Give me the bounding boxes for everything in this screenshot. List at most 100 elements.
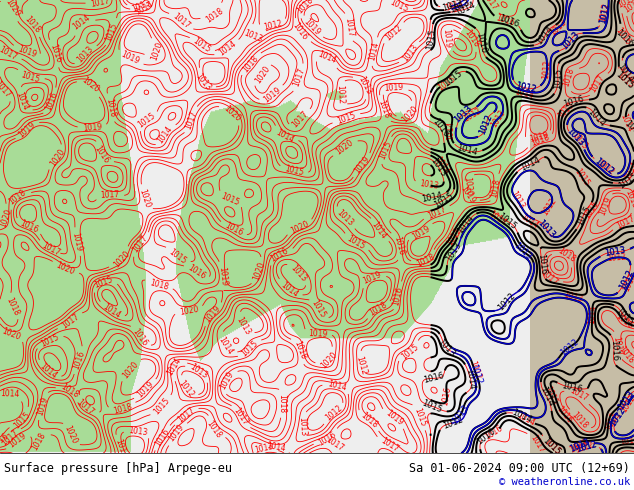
- Text: 1016: 1016: [269, 246, 290, 263]
- Text: 1013: 1013: [560, 30, 581, 51]
- Text: 1012: 1012: [478, 113, 495, 136]
- Text: 1019: 1019: [70, 231, 83, 252]
- Text: 1014: 1014: [519, 155, 542, 173]
- Text: 1016: 1016: [392, 285, 404, 306]
- Text: 1013: 1013: [401, 43, 420, 63]
- Text: 1016: 1016: [555, 405, 574, 425]
- Text: 1012: 1012: [514, 81, 537, 95]
- Text: 1013: 1013: [448, 0, 470, 15]
- Text: 1016: 1016: [562, 95, 585, 109]
- Text: 1015: 1015: [378, 140, 393, 161]
- Text: 1019: 1019: [120, 50, 141, 66]
- Text: 1015: 1015: [39, 333, 60, 349]
- Text: 1018: 1018: [295, 0, 315, 15]
- Text: 1018: 1018: [358, 411, 379, 430]
- Text: 1019: 1019: [308, 329, 328, 339]
- Text: 1014: 1014: [134, 0, 155, 17]
- Text: 1014: 1014: [465, 368, 477, 390]
- Text: 1018: 1018: [530, 133, 551, 148]
- Text: 1012: 1012: [442, 415, 465, 431]
- Text: 1017: 1017: [0, 428, 20, 447]
- Text: © weatheronline.co.uk: © weatheronline.co.uk: [499, 477, 630, 487]
- Text: 1018: 1018: [204, 6, 225, 24]
- Text: 1013: 1013: [450, 0, 472, 15]
- Text: 1014: 1014: [156, 124, 174, 145]
- Text: 1016: 1016: [536, 253, 548, 275]
- Text: 1019: 1019: [16, 120, 37, 139]
- Text: 1013: 1013: [536, 218, 557, 240]
- Text: 1018: 1018: [30, 431, 48, 452]
- Text: 1012: 1012: [618, 269, 634, 291]
- Text: 1017: 1017: [231, 406, 250, 427]
- Text: 1014: 1014: [586, 107, 607, 129]
- Text: 1012: 1012: [496, 291, 517, 312]
- Text: 1013: 1013: [570, 131, 589, 151]
- Text: 1015: 1015: [553, 68, 563, 90]
- Text: 1017: 1017: [131, 233, 149, 254]
- Text: 1012: 1012: [444, 0, 465, 13]
- Text: 1013: 1013: [604, 245, 626, 258]
- Text: 1014: 1014: [113, 438, 127, 459]
- Text: 1014: 1014: [455, 213, 476, 235]
- Text: 1012: 1012: [335, 84, 345, 104]
- Text: 1013: 1013: [452, 103, 474, 124]
- Text: 1018: 1018: [376, 98, 391, 120]
- Text: 1015: 1015: [446, 226, 463, 247]
- Text: 1019: 1019: [353, 155, 372, 175]
- Text: 1012: 1012: [618, 269, 634, 291]
- Text: 1015: 1015: [346, 234, 367, 251]
- Text: 1019: 1019: [217, 370, 235, 391]
- Text: 1014: 1014: [456, 144, 479, 158]
- Text: 1016: 1016: [441, 385, 453, 406]
- Text: 1017: 1017: [290, 110, 311, 130]
- Text: 1017: 1017: [539, 268, 560, 287]
- Text: 1017: 1017: [588, 73, 607, 94]
- Text: 1016: 1016: [131, 327, 149, 347]
- Text: 1019: 1019: [441, 28, 451, 48]
- Text: 1019: 1019: [217, 266, 228, 286]
- Text: 1012: 1012: [323, 404, 344, 423]
- Text: 1019: 1019: [82, 122, 102, 133]
- Text: 1015: 1015: [557, 100, 576, 121]
- Text: 1016: 1016: [497, 13, 521, 29]
- Text: 1015: 1015: [20, 71, 41, 85]
- Text: 1018: 1018: [23, 14, 42, 34]
- Text: 1012: 1012: [559, 337, 580, 357]
- Text: 1018: 1018: [617, 345, 634, 366]
- Text: 1016: 1016: [614, 26, 632, 47]
- Text: 1017: 1017: [616, 0, 634, 9]
- Text: 1016: 1016: [0, 432, 11, 451]
- Text: 1015: 1015: [617, 171, 634, 190]
- Text: 1018: 1018: [292, 340, 307, 361]
- Text: 1017: 1017: [75, 398, 96, 417]
- Text: 1018: 1018: [555, 245, 576, 264]
- Text: 1013: 1013: [436, 337, 457, 359]
- Text: 1017: 1017: [426, 205, 448, 221]
- Text: 1013: 1013: [622, 271, 634, 293]
- Text: 1014: 1014: [514, 87, 534, 100]
- Text: 1012: 1012: [441, 0, 464, 13]
- Text: 1013: 1013: [254, 442, 274, 455]
- Text: 1017: 1017: [325, 435, 346, 453]
- Text: 1018: 1018: [622, 0, 634, 15]
- Text: 1013: 1013: [452, 103, 474, 124]
- Text: 1017: 1017: [528, 434, 546, 455]
- Text: 1020: 1020: [319, 351, 339, 371]
- Text: 1015: 1015: [152, 396, 172, 417]
- Text: 1014: 1014: [101, 302, 122, 320]
- Text: 1017: 1017: [343, 17, 354, 37]
- Text: 1013: 1013: [565, 126, 586, 148]
- Text: 1014: 1014: [446, 121, 456, 140]
- Text: 1013: 1013: [419, 179, 439, 191]
- Text: 1017: 1017: [615, 215, 634, 231]
- Text: 1013: 1013: [242, 28, 263, 44]
- Text: 1019: 1019: [384, 83, 404, 93]
- Text: 1014: 1014: [454, 0, 477, 18]
- Text: 1017: 1017: [40, 241, 61, 258]
- Text: 1016: 1016: [223, 220, 244, 237]
- Text: 1015: 1015: [136, 111, 157, 129]
- Text: 1020: 1020: [62, 424, 79, 446]
- Text: 1020: 1020: [400, 105, 420, 125]
- Text: 1012: 1012: [593, 157, 615, 177]
- Text: 1013: 1013: [560, 30, 581, 51]
